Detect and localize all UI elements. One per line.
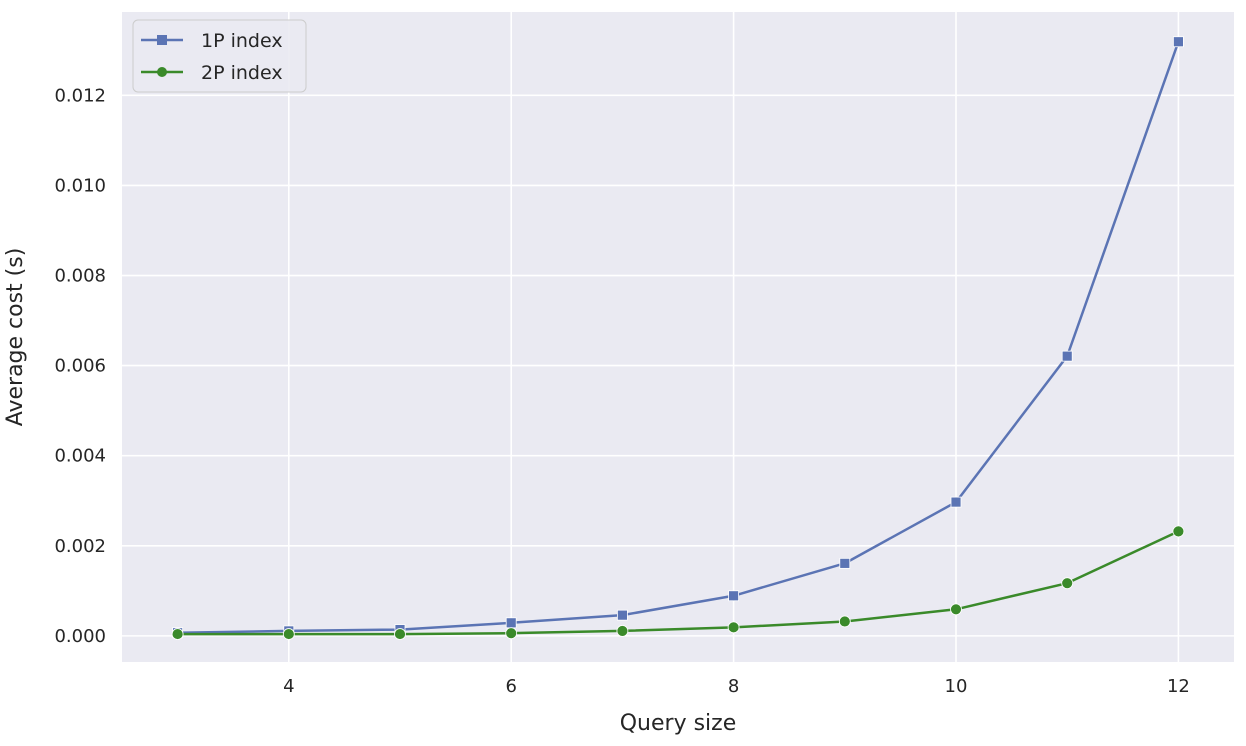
y-tick-label: 0.004 xyxy=(54,446,106,467)
data-point-2p-index xyxy=(616,625,629,637)
y-tick-label: 0.002 xyxy=(54,536,106,557)
y-tick-label: 0.010 xyxy=(54,175,106,196)
data-point-2p-index xyxy=(838,615,851,628)
series-line-2p-index xyxy=(176,530,1180,636)
data-point-2p-index xyxy=(171,628,184,640)
y-tick-label: 0.006 xyxy=(54,356,106,377)
data-point-1p-index xyxy=(1173,36,1184,48)
y-tick-label: 0.000 xyxy=(54,626,106,647)
series-layer xyxy=(171,36,1185,640)
data-point-2p-index xyxy=(282,628,295,640)
legend-marker-square xyxy=(157,35,167,45)
x-tick-label: 4 xyxy=(283,676,294,697)
x-tick-label: 8 xyxy=(728,676,739,697)
data-point-2p-index xyxy=(950,603,962,616)
legend-marker-circle xyxy=(157,67,167,77)
series-line-1p-index xyxy=(176,40,1180,634)
legend: 1P index 2P index xyxy=(132,19,307,93)
data-point-1p-index xyxy=(728,590,739,602)
grid-lines xyxy=(122,12,1234,662)
data-point-1p-index xyxy=(617,609,628,621)
tick-labels: 4 6 8 10 12 0.000 0.002 0.004 0.006 0.008 0.010 0.0… xyxy=(54,85,1189,697)
x-tick-label: 6 xyxy=(505,676,516,697)
legend-label-1p: 1P index xyxy=(201,30,283,52)
legend-box xyxy=(132,19,307,93)
plot-area xyxy=(122,12,1234,662)
data-point-2p-index xyxy=(1172,525,1185,538)
y-tick-label: 0.008 xyxy=(54,266,106,287)
data-point-1p-index xyxy=(1061,350,1073,362)
data-point-1p-index xyxy=(950,496,962,508)
x-axis-label: Query size xyxy=(620,711,737,736)
data-point-2p-index xyxy=(505,627,518,640)
data-point-2p-index xyxy=(1061,577,1074,590)
x-tick-label: 12 xyxy=(1167,676,1190,697)
legend-label-2p: 2P index xyxy=(201,62,283,84)
data-point-1p-index xyxy=(505,617,517,629)
data-point-2p-index xyxy=(394,628,406,640)
x-tick-label: 10 xyxy=(945,676,968,697)
data-point-1p-index xyxy=(839,557,851,569)
data-point-2p-index xyxy=(727,621,740,634)
y-tick-label: 0.012 xyxy=(54,85,106,106)
y-axis-label: Average cost (s) xyxy=(3,248,28,427)
